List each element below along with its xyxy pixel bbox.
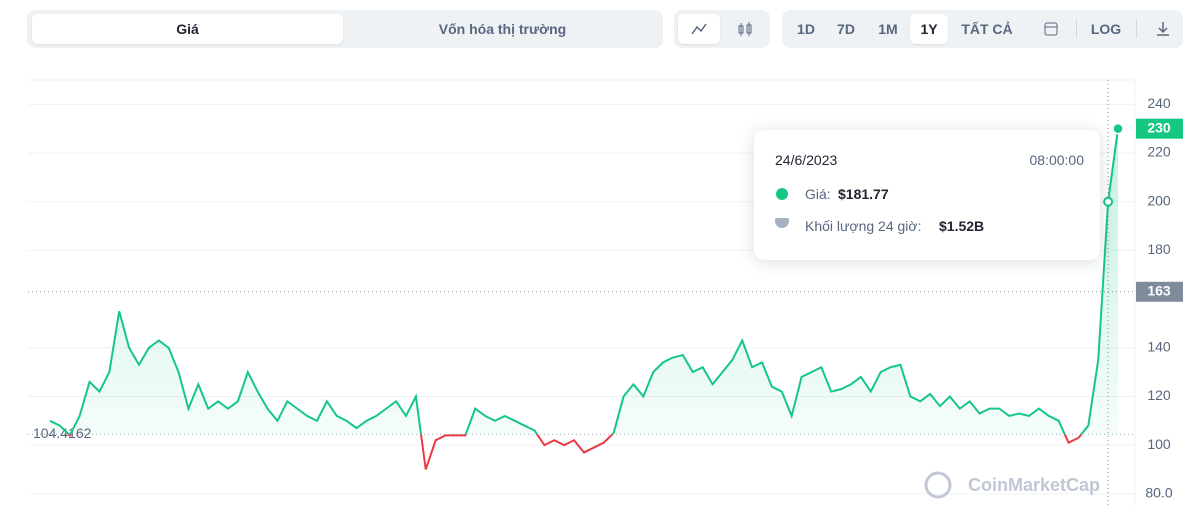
download-icon[interactable]: [1148, 14, 1178, 44]
range[interactable]: TẤT CẢ: [961, 21, 1013, 37]
tab-group: Giá Vốn hóa thị trường: [27, 10, 663, 48]
range[interactable]: 1D: [797, 21, 815, 37]
candle-icon[interactable]: [724, 14, 766, 44]
y-tick-label: 100: [1147, 436, 1171, 452]
log-toggle[interactable]: LOG: [1090, 21, 1122, 37]
current-box: [1136, 281, 1183, 302]
y-tick-label: 200: [1147, 192, 1171, 208]
current-label: 163: [1147, 282, 1171, 298]
price-dot: [776, 188, 788, 200]
chart-type-group: [674, 10, 770, 48]
tooltip-date: 24/6/2023: [775, 152, 838, 168]
tooltip: 24/6/2023 08:00:00 Giá: $181.77 Khối lượ…: [754, 130, 1100, 260]
range[interactable]: 1Y: [910, 14, 948, 44]
last-box: [1136, 118, 1183, 139]
price-line: [67, 434, 1083, 470]
watermark: CoinMarketCap: [968, 475, 1100, 495]
line-icon[interactable]: [678, 14, 720, 44]
area: [50, 128, 1118, 435]
tooltip-time: 08:00:00: [1029, 152, 1085, 168]
divider: [1076, 20, 1077, 38]
divider: [1136, 20, 1137, 38]
volume-icon: [775, 218, 789, 228]
volume-label: Khối lượng 24 giờ:: [805, 218, 922, 234]
range[interactable]: 7D: [837, 21, 855, 37]
y-tick-label: 180: [1147, 241, 1171, 257]
logo: [924, 471, 952, 499]
calendar-icon[interactable]: [1036, 14, 1066, 44]
price-line: [49, 128, 1119, 435]
volume-value: $1.52B: [939, 218, 985, 234]
hover-dot: [1103, 196, 1114, 207]
y-tick-label: 240: [1147, 95, 1171, 111]
tab[interactable]: Giá: [32, 14, 343, 44]
last-label: 230: [1147, 119, 1171, 135]
range-group: 1D 7D 1M 1Y TẤT CẢ LOG: [782, 10, 1183, 48]
y-tick-label: 80.0: [1145, 485, 1172, 501]
y-tick-label: 140: [1147, 338, 1171, 354]
range[interactable]: 1M: [878, 21, 898, 37]
price-value: $181.77: [838, 186, 889, 202]
y-tick-label: 120: [1147, 387, 1171, 403]
baseline-label: 104.4162: [33, 425, 92, 441]
y-tick-label: 220: [1147, 144, 1171, 160]
last-dot: [1112, 122, 1124, 135]
tab[interactable]: Vốn hóa thị trường: [438, 21, 567, 37]
price-label: Giá:: [805, 186, 831, 202]
